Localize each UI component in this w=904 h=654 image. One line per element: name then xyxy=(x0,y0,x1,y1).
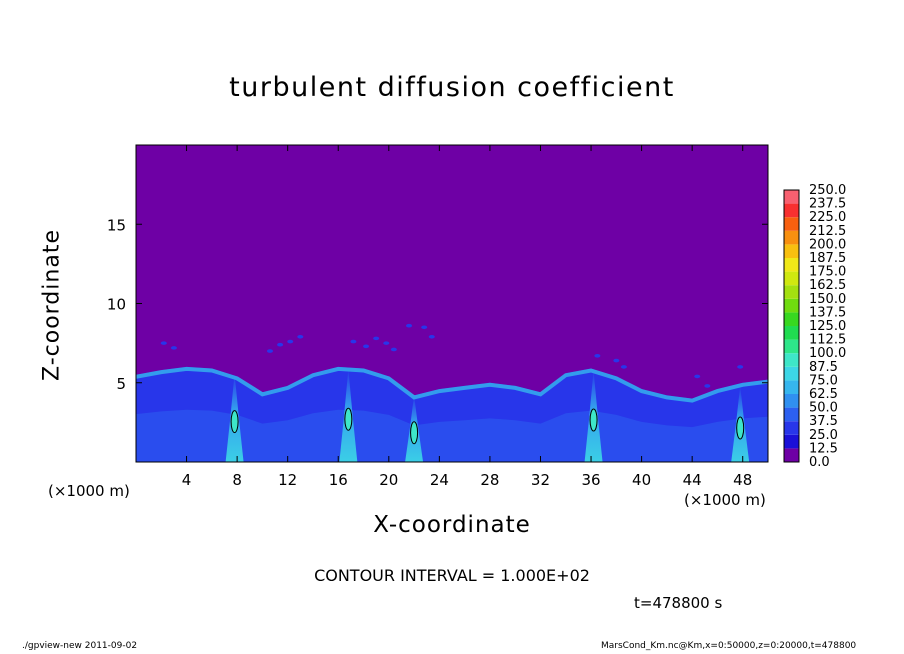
colorbar-swatch xyxy=(784,298,799,313)
debris-blob-20 xyxy=(737,365,744,369)
colorbar-swatch xyxy=(784,407,799,422)
x-tick-label: 48 xyxy=(733,471,752,489)
debris-blob-12 xyxy=(406,323,413,328)
boundary-layer-inner xyxy=(136,409,768,462)
debris-blob-17 xyxy=(620,365,627,369)
colorbar-level-label: 225.0 xyxy=(809,210,846,225)
colorbar-level-label: 125.0 xyxy=(809,319,846,334)
debris-blob-14 xyxy=(428,334,435,339)
debris-blob-10 xyxy=(383,341,390,345)
colorbar-level-label: 237.5 xyxy=(809,197,846,212)
colorbar-level-label: 87.5 xyxy=(809,360,838,375)
colorbar-level-label: 37.5 xyxy=(809,414,838,429)
x-tick-label: 32 xyxy=(531,471,550,489)
colorbar-swatch xyxy=(784,217,799,231)
debris-blob-19 xyxy=(704,384,711,388)
colorbar-level-label: 12.5 xyxy=(809,441,838,456)
colorbar-swatch xyxy=(784,326,799,340)
plume-core-2 xyxy=(344,407,353,431)
x-tick-label: 16 xyxy=(329,471,348,489)
x-tick-label: 12 xyxy=(278,471,297,489)
colorbar-level-label: 62.5 xyxy=(809,387,838,402)
colorbar-swatch xyxy=(784,271,799,286)
x-tick-label: 44 xyxy=(683,471,702,489)
debris-blob-7 xyxy=(350,339,357,344)
colorbar-level-label: 112.5 xyxy=(809,333,846,348)
colorbar-swatch xyxy=(784,258,799,272)
colorbar-level-label: 187.5 xyxy=(809,251,846,266)
colorbar-level-label: 50.0 xyxy=(809,401,838,416)
x-unit-label-right: (×1000 m) xyxy=(684,491,766,509)
x-tick-label: 28 xyxy=(480,471,499,489)
footer-data-source: MarsCond_Km.nc@Km,x=0:50000,z=0:20000,t=… xyxy=(601,641,857,651)
plume-core-5 xyxy=(736,416,745,440)
colorbar-level-label: 100.0 xyxy=(809,346,846,361)
debris-blob-18 xyxy=(694,374,701,379)
debris-blob-15 xyxy=(594,354,601,358)
debris-blob-16 xyxy=(613,358,620,363)
colorbar-swatch xyxy=(784,285,799,299)
colorbar-swatch xyxy=(784,366,799,381)
debris-blob-6 xyxy=(297,334,304,339)
colorbar-swatch xyxy=(784,244,799,258)
colorbar-level-label: 0.0 xyxy=(809,455,830,470)
plume-core-1 xyxy=(230,410,239,434)
y-tick-label: 15 xyxy=(107,216,126,234)
colorbar-level-label: 137.5 xyxy=(809,305,846,320)
colorbar-swatch xyxy=(784,421,799,435)
colorbar-swatch xyxy=(784,380,799,394)
colorbar-swatch xyxy=(784,353,799,367)
footer-program-date: ./gpview-new 2011-09-02 xyxy=(22,641,138,651)
x-tick-label: 24 xyxy=(430,471,449,489)
colorbar-level-label: 200.0 xyxy=(809,237,846,252)
field-layer xyxy=(136,323,768,462)
debris-blob-9 xyxy=(373,336,380,341)
time-label: t=478800 s xyxy=(634,594,723,612)
debris-blob-11 xyxy=(390,347,397,352)
colorbar-level-label: 25.0 xyxy=(809,428,838,443)
colorbar-swatch xyxy=(784,394,799,408)
x-axis-label: X-coordinate xyxy=(373,512,531,538)
colorbar-swatch xyxy=(784,190,799,204)
plot-area xyxy=(136,145,768,462)
colorbar: 0.012.525.037.550.062.575.087.5100.0112.… xyxy=(783,183,846,470)
x-tick-label: 4 xyxy=(182,471,192,489)
colorbar-level-label: 175.0 xyxy=(809,265,846,280)
y-tick-label: 5 xyxy=(116,375,126,393)
colorbar-swatch xyxy=(784,312,799,326)
debris-blob-5 xyxy=(287,339,294,344)
x-tick-label: 36 xyxy=(581,471,600,489)
debris-blob-8 xyxy=(363,344,370,349)
debris-blob-4 xyxy=(277,342,284,347)
colorbar-swatch xyxy=(784,448,799,462)
debris-blob-1 xyxy=(160,341,167,345)
debris-blob-3 xyxy=(266,349,273,353)
colorbar-level-label: 212.5 xyxy=(809,224,846,239)
contour-interval-label: CONTOUR INTERVAL = 1.000E+02 xyxy=(314,566,590,585)
colorbar-swatch xyxy=(784,203,799,218)
colorbar-swatch xyxy=(784,339,799,354)
x-tick-label: 8 xyxy=(232,471,242,489)
x-unit-label-left: (×1000 m) xyxy=(48,482,130,500)
colorbar-level-label: 250.0 xyxy=(809,183,846,198)
colorbar-level-label: 150.0 xyxy=(809,292,846,307)
y-tick-label: 10 xyxy=(107,296,126,314)
plume-core-3 xyxy=(410,421,419,445)
boundary-layer-rim xyxy=(136,366,768,403)
debris-blob-2 xyxy=(170,346,177,350)
colorbar-swatch xyxy=(784,230,799,245)
debris-blob-13 xyxy=(421,325,428,330)
x-tick-label: 40 xyxy=(632,471,651,489)
colorbar-level-label: 75.0 xyxy=(809,373,838,388)
x-tick-label: 20 xyxy=(379,471,398,489)
colorbar-frame xyxy=(783,189,800,463)
colorbar-level-label: 162.5 xyxy=(809,278,846,293)
chart-title: turbulent diffusion coefficient xyxy=(229,72,675,103)
plume-core-4 xyxy=(589,408,598,432)
colorbar-swatch xyxy=(784,434,799,449)
